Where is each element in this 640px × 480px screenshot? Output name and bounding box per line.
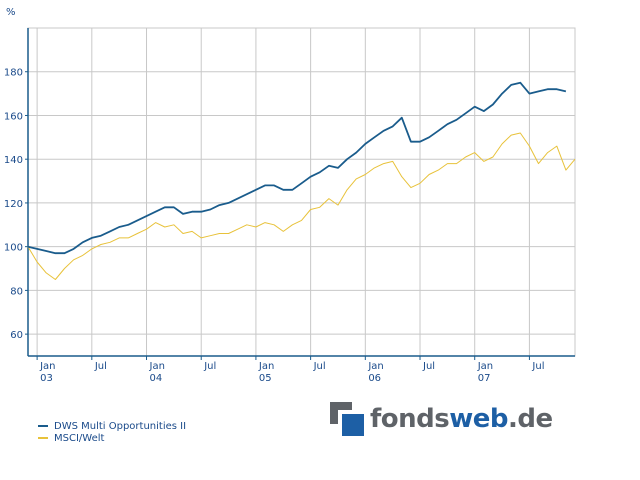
tick-label-x-month: Jan: [477, 361, 493, 372]
tick-label-y: 120: [4, 199, 23, 210]
fondsweb-logo: fondsweb.de: [330, 402, 553, 442]
legend-label-benchmark: MSCI/Welt: [54, 432, 105, 444]
tick-label-y: 140: [4, 155, 23, 166]
tick-label-x-year: 05: [259, 373, 272, 384]
y-unit-label: %: [6, 7, 16, 18]
legend-item-fund: DWS Multi Opportunities II: [38, 420, 186, 432]
tick-label-y: 100: [4, 243, 23, 254]
tick-label-x-year: 07: [478, 373, 491, 384]
plot-frame: [27, 27, 576, 357]
tick-label-x-month: Jan: [39, 361, 55, 372]
legend-swatch-benchmark: [38, 437, 48, 439]
tick-label-x-month: Jan: [258, 361, 274, 372]
tick-label-x-year: 04: [150, 373, 163, 384]
legend: DWS Multi Opportunities II MSCI/Welt: [38, 420, 186, 444]
tick-label-y: 60: [10, 330, 23, 341]
legend-label-fund: DWS Multi Opportunities II: [54, 420, 187, 432]
tick-label-x-year: 03: [40, 373, 53, 384]
logo-mark-icon: [330, 402, 364, 436]
tick-label-x-month: Jul: [422, 361, 435, 372]
tick-label-x-year: 06: [368, 373, 381, 384]
tick-label-x-month: Jul: [531, 361, 544, 372]
tick-label-x-month: Jul: [203, 361, 216, 372]
series-line-fund: [27, 81, 567, 255]
series-line-benchmark: [27, 132, 576, 280]
legend-swatch-fund: [38, 425, 48, 427]
tick-label-x-month: Jan: [367, 361, 383, 372]
tick-label-y: 80: [10, 286, 23, 297]
logo-wordmark: fondsweb.de: [370, 404, 553, 434]
tick-label-x-month: Jul: [94, 361, 107, 372]
tick-label-x-month: Jan: [149, 361, 165, 372]
tick-label-x-month: Jul: [313, 361, 326, 372]
tick-label-y: 160: [4, 111, 23, 122]
tick-label-y: 180: [4, 68, 23, 79]
legend-item-benchmark: MSCI/Welt: [38, 432, 186, 444]
